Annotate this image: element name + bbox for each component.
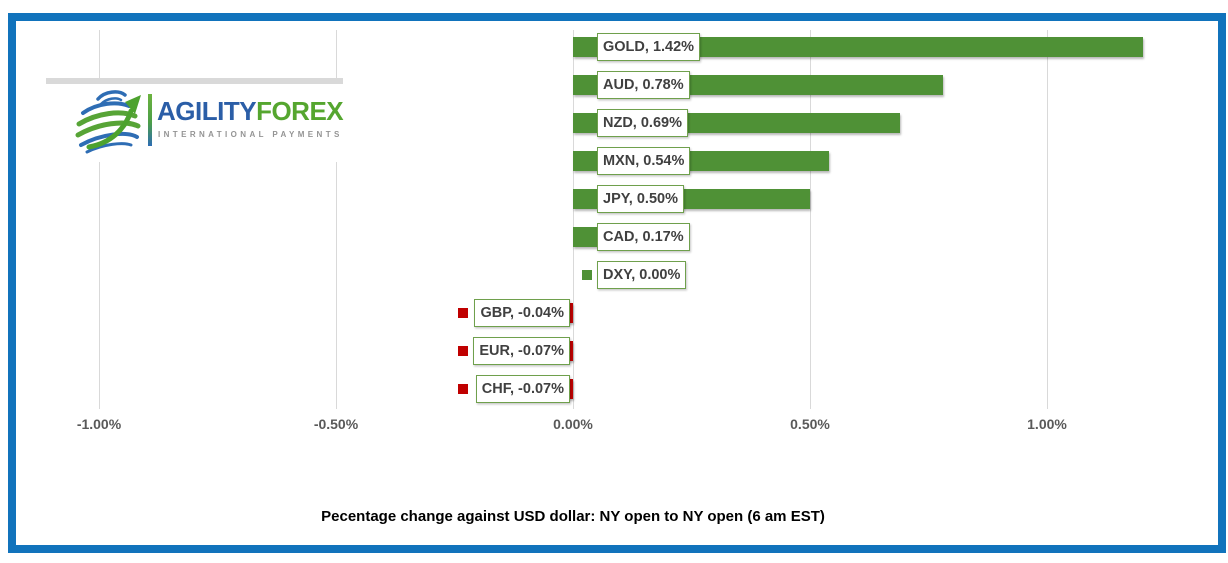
bar-label-NZD: NZD, 0.69% [597,109,688,137]
agilityforex-logo: AGILITYFOREX INTERNATIONAL PAYMENTS [46,78,344,162]
legend-key-EUR [458,346,468,356]
gridline--0.50% [336,30,337,409]
logo-tagline: INTERNATIONAL PAYMENTS [158,130,343,139]
legend-key-GBP [458,308,468,318]
legend-key-DXY [582,270,592,280]
globe-arrow-icon [75,90,141,154]
logo-separator [148,94,152,146]
logo-top-strip [46,78,343,84]
x-axis-tick-label: 0.50% [790,416,830,432]
bar-label-DXY: DXY, 0.00% [597,261,687,289]
bar-label-GBP: GBP, -0.04% [474,299,570,327]
x-axis-tick-label: 0.00% [553,416,593,432]
bar-GOLD [573,37,1143,57]
x-axis-tick-label: -0.50% [313,416,359,432]
bar-label-JPY: JPY, 0.50% [597,185,684,213]
chart-title: Pecentage change against USD dollar: NY … [321,508,825,525]
bar-label-GOLD: GOLD, 1.42% [597,33,701,61]
bar-label-AUD: AUD, 0.78% [597,71,690,99]
gridline-0.50% [810,30,811,409]
x-axis-tick-label: -1.00% [76,416,122,432]
logo-wordmark-agility: AGILITY [157,96,257,126]
logo-wordmark-forex: FOREX [256,96,344,126]
logo-wordmark: AGILITYFOREX [157,96,344,127]
bar-label-CHF: CHF, -0.07% [475,375,570,403]
gridline--1.00% [99,30,100,409]
bar-label-MXN: MXN, 0.54% [597,147,691,175]
bar-label-EUR: EUR, -0.07% [473,337,570,365]
x-axis-tick-label: 1.00% [1027,416,1067,432]
gridline-0.00% [573,30,574,409]
legend-key-CHF [458,384,468,394]
gridline-1.00% [1047,30,1048,409]
bar-label-CAD: CAD, 0.17% [597,223,690,251]
